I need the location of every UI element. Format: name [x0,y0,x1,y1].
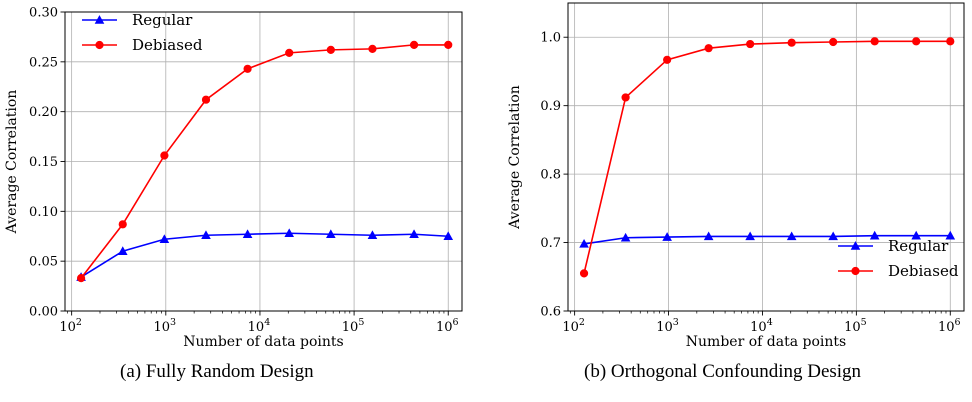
series-line-regular [80,232,449,278]
x-tick-label: 102 [59,317,82,335]
series-debiased [76,40,453,283]
data-point-debiased [285,48,294,57]
data-point-debiased [118,220,127,229]
series-line-debiased [80,44,449,279]
x-tick-label: 104 [750,317,773,335]
x-tick-label: 106 [436,317,459,335]
y-tick-label: 0.8 [540,168,561,183]
data-point-debiased [76,274,86,283]
x-axis-label: Number of data points [686,334,846,350]
data-point-regular [242,229,253,238]
data-point-regular [409,229,419,238]
series-regular [76,228,454,281]
data-point-regular [745,231,755,241]
data-point-regular [201,230,211,239]
data-point-debiased [621,93,630,102]
data-point-regular [443,231,454,240]
data-point-debiased [579,269,589,278]
x-tick-label: 103 [656,317,679,335]
y-tick-label: 0.05 [29,255,58,270]
data-point-regular [326,229,336,238]
legend-label-regular: Regular [888,237,949,255]
caption-orthogonal-confounding-design: (b) Orthogonal Confounding Design [584,361,862,382]
data-point-debiased [912,37,921,46]
data-point-debiased [829,37,838,47]
data-point-debiased [444,40,453,49]
x-tick-label: 102 [562,317,585,335]
legend-marker-debiased [95,40,104,50]
y-tick-label: 1.0 [540,31,561,46]
data-point-regular [284,228,295,237]
y-tick-label: 0.15 [29,155,58,170]
data-point-regular [703,231,714,241]
data-point-debiased [787,38,796,47]
y-tick-label: 0.9 [540,99,561,114]
legend: Regular Debiased [82,11,203,54]
y-axis-label: Average Correlation [4,90,20,235]
data-point-regular [367,230,378,239]
data-point-regular [662,232,672,241]
series-regular [579,230,956,248]
y-tick-label: 0.7 [540,236,561,251]
y-tick-label: 0.25 [29,55,58,70]
data-point-debiased [663,55,672,64]
x-tick-label: 104 [248,317,271,335]
plot-frame [64,11,463,312]
x-tick-label: 106 [938,317,961,335]
data-point-regular [620,232,631,242]
series-debiased [579,37,955,278]
legend: Regular Debiased [838,237,959,280]
data-point-debiased [160,151,169,160]
x-tick-label: 105 [342,317,365,335]
y-tick-label: 0.30 [29,6,58,21]
legend-marker-debiased [851,266,860,276]
legend-marker-regular [94,15,105,24]
data-point-debiased [870,37,879,46]
legend-label-regular: Regular [132,11,193,29]
data-point-debiased [746,39,755,49]
data-point-regular [117,246,128,255]
data-point-regular [159,234,170,243]
data-point-regular [828,231,838,241]
series-line-regular [583,234,951,245]
y-tick-label: 0.00 [29,305,58,320]
chart-fully-random: 102 103 104 105 106 0.00 0.05 0.10 0.15 0.20 0.25 0… [4,6,463,350]
legend-label-debiased: Debiased [888,262,959,280]
data-point-debiased [946,37,955,46]
x-tick-label: 103 [153,317,176,335]
data-point-debiased [326,45,335,54]
x-tick-label: 105 [844,317,867,335]
data-point-regular [945,230,956,240]
data-point-regular [911,230,921,240]
data-point-regular [869,230,880,240]
legend-marker-regular [850,241,861,250]
y-axis-label: Average Correlation [507,85,523,230]
data-point-debiased [368,44,377,53]
y-tick-label: 0.10 [29,205,58,220]
caption-fully-random-design: (a) Fully Random Design [120,361,314,382]
data-point-regular [579,239,589,248]
data-point-debiased [201,95,211,104]
legend-label-debiased: Debiased [132,36,203,54]
data-point-debiased [409,40,419,49]
chart-orthogonal-confounding: 102 103 104 105 106 0.6 0.7 0.8 0.9 1.0 Number of … [507,2,965,350]
y-tick-label: 0.6 [540,305,561,320]
data-point-debiased [243,64,252,73]
data-point-debiased [704,44,713,53]
plot-frame [567,2,965,312]
data-point-regular [786,231,797,241]
x-axis-label: Number of data points [183,334,343,350]
y-tick-label: 0.20 [29,105,58,120]
series-line-debiased [583,40,951,274]
